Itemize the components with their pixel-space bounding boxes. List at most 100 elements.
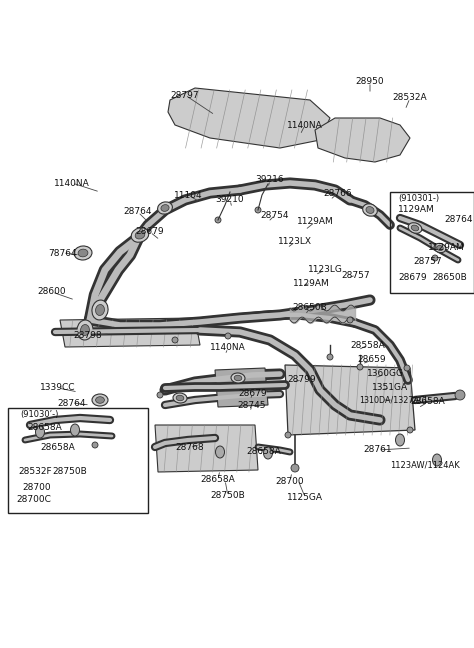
Bar xyxy=(390,192,474,293)
Circle shape xyxy=(407,427,413,433)
Text: 1140NA: 1140NA xyxy=(287,121,323,130)
Text: 28658A: 28658A xyxy=(201,474,236,483)
Text: 28754: 28754 xyxy=(261,211,289,220)
Ellipse shape xyxy=(216,446,225,458)
Polygon shape xyxy=(60,318,200,347)
Text: 1123LX: 1123LX xyxy=(278,238,312,246)
Text: 1140NA: 1140NA xyxy=(54,178,90,187)
Text: 1140NA: 1140NA xyxy=(210,343,246,353)
Ellipse shape xyxy=(395,434,404,446)
Text: 28950: 28950 xyxy=(356,78,384,86)
Polygon shape xyxy=(155,425,258,472)
Circle shape xyxy=(357,364,363,370)
Circle shape xyxy=(347,317,353,323)
Ellipse shape xyxy=(434,244,446,253)
Circle shape xyxy=(455,390,465,400)
Text: 28764: 28764 xyxy=(444,216,473,224)
Text: 28745: 28745 xyxy=(238,400,266,410)
Ellipse shape xyxy=(173,393,187,403)
Text: 28757: 28757 xyxy=(413,257,442,266)
Ellipse shape xyxy=(437,246,443,251)
Ellipse shape xyxy=(77,320,93,340)
Text: 28658A: 28658A xyxy=(410,397,446,406)
Ellipse shape xyxy=(81,325,90,336)
Text: 28761: 28761 xyxy=(364,446,392,454)
Text: 28558A: 28558A xyxy=(351,340,385,349)
Circle shape xyxy=(285,432,291,438)
Ellipse shape xyxy=(74,246,92,260)
Polygon shape xyxy=(215,368,268,407)
Ellipse shape xyxy=(234,375,242,381)
Text: 28750B: 28750B xyxy=(210,491,246,500)
Text: 28700: 28700 xyxy=(22,483,51,491)
Ellipse shape xyxy=(264,447,273,459)
Text: 1123AW/1124AK: 1123AW/1124AK xyxy=(390,461,460,470)
Ellipse shape xyxy=(71,424,80,436)
Text: (91030’-): (91030’-) xyxy=(20,410,58,419)
Text: 28768: 28768 xyxy=(176,443,204,452)
Text: 1129AM: 1129AM xyxy=(297,218,333,227)
Circle shape xyxy=(404,365,410,371)
Ellipse shape xyxy=(161,205,169,211)
Polygon shape xyxy=(168,88,330,148)
Ellipse shape xyxy=(131,227,149,242)
Text: 28766: 28766 xyxy=(324,189,352,198)
Circle shape xyxy=(291,464,299,472)
Text: 28798: 28798 xyxy=(73,330,102,340)
Ellipse shape xyxy=(411,225,419,231)
Text: 39216: 39216 xyxy=(255,176,284,185)
Text: 28532F: 28532F xyxy=(18,467,52,476)
Ellipse shape xyxy=(432,454,441,466)
Text: 11104: 11104 xyxy=(173,191,202,200)
Ellipse shape xyxy=(157,202,173,214)
Text: 28700C: 28700C xyxy=(16,496,51,505)
Text: 28658A: 28658A xyxy=(246,448,282,456)
Text: 28764: 28764 xyxy=(124,207,152,216)
Text: 28650B: 28650B xyxy=(292,303,328,312)
Ellipse shape xyxy=(96,305,104,316)
Ellipse shape xyxy=(36,426,45,438)
Polygon shape xyxy=(285,365,415,435)
Text: 1360GG: 1360GG xyxy=(366,369,403,378)
Bar xyxy=(8,408,148,513)
Text: 1129AM: 1129AM xyxy=(292,279,329,288)
Ellipse shape xyxy=(96,397,104,403)
Ellipse shape xyxy=(92,394,108,406)
Text: 28679: 28679 xyxy=(136,227,164,237)
Text: 1125GA: 1125GA xyxy=(287,492,323,502)
Text: 1339CC: 1339CC xyxy=(40,384,76,393)
Text: 28659: 28659 xyxy=(358,356,386,364)
Text: 1129AM: 1129AM xyxy=(398,205,435,214)
Text: 78764: 78764 xyxy=(49,248,77,257)
Text: 28757: 28757 xyxy=(342,270,370,279)
Text: 28658A: 28658A xyxy=(40,443,75,452)
Ellipse shape xyxy=(176,395,184,400)
Text: 28797: 28797 xyxy=(171,91,199,100)
Text: 1351GA: 1351GA xyxy=(372,384,408,393)
Text: 28679: 28679 xyxy=(398,273,427,283)
Text: 28600: 28600 xyxy=(38,288,66,297)
Text: 1310DA/1327ACI: 1310DA/1327ACI xyxy=(359,395,427,404)
Text: 28764: 28764 xyxy=(58,399,86,408)
Ellipse shape xyxy=(363,204,377,216)
Text: (910301-): (910301-) xyxy=(398,194,439,202)
Circle shape xyxy=(255,207,261,213)
Text: 28650B: 28650B xyxy=(432,273,467,283)
Circle shape xyxy=(157,392,163,398)
Ellipse shape xyxy=(92,300,108,320)
Text: 1123LG: 1123LG xyxy=(308,266,342,275)
Ellipse shape xyxy=(231,373,245,383)
Text: 28679: 28679 xyxy=(239,389,267,397)
Circle shape xyxy=(225,333,231,339)
Text: 28658A: 28658A xyxy=(27,424,62,432)
Circle shape xyxy=(327,354,333,360)
Text: 28700: 28700 xyxy=(276,476,304,485)
Circle shape xyxy=(92,442,98,448)
Text: 1129AM: 1129AM xyxy=(428,242,465,251)
Circle shape xyxy=(215,217,221,223)
Text: 28532A: 28532A xyxy=(392,93,428,102)
Ellipse shape xyxy=(366,207,374,213)
Ellipse shape xyxy=(78,249,88,257)
Circle shape xyxy=(432,255,438,261)
Text: 28750B: 28750B xyxy=(52,467,87,476)
